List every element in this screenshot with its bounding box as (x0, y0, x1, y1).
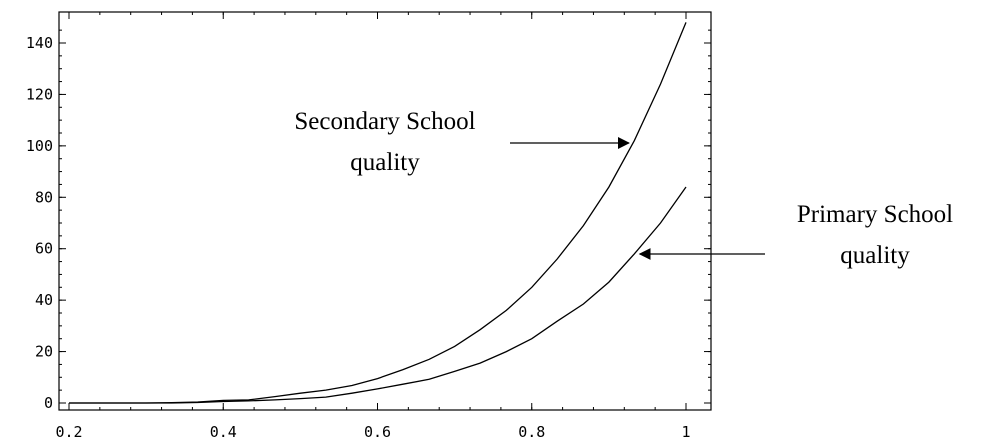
annotations: Secondary School quality Primary School qua… (294, 108, 953, 269)
axis-tick-labels: 0.2 0.4 0.6 0.8 1 0 20 40 60 80 100 120 140 (26, 34, 691, 441)
x-tick-label: 0.4 (210, 423, 237, 441)
y-tick-label: 0 (44, 394, 53, 412)
annotation-secondary-text: quality (350, 149, 420, 176)
y-tick-label: 60 (35, 240, 53, 258)
y-tick-label: 120 (26, 85, 53, 103)
data-curves (69, 22, 687, 404)
x-tick-label: 0.8 (518, 423, 545, 441)
x-tick-label: 0.2 (55, 423, 82, 441)
y-tick-label: 140 (26, 34, 53, 52)
plot-frame (58, 11, 712, 411)
annotation-primary-text: quality (840, 242, 910, 269)
y-tick-label: 40 (35, 291, 53, 309)
series-line-secondary (69, 22, 687, 404)
y-tick-label: 20 (35, 343, 53, 361)
x-tick-label: 0.6 (364, 423, 391, 441)
x-tick-label: 1 (681, 423, 690, 441)
y-tick-label: 100 (26, 137, 53, 155)
annotation-secondary-text: Secondary School (294, 108, 475, 135)
axis-ticks (59, 12, 711, 410)
annotation-primary-text: Primary School (797, 201, 953, 228)
y-tick-label: 80 (35, 188, 53, 206)
series-line-primary (69, 186, 687, 404)
